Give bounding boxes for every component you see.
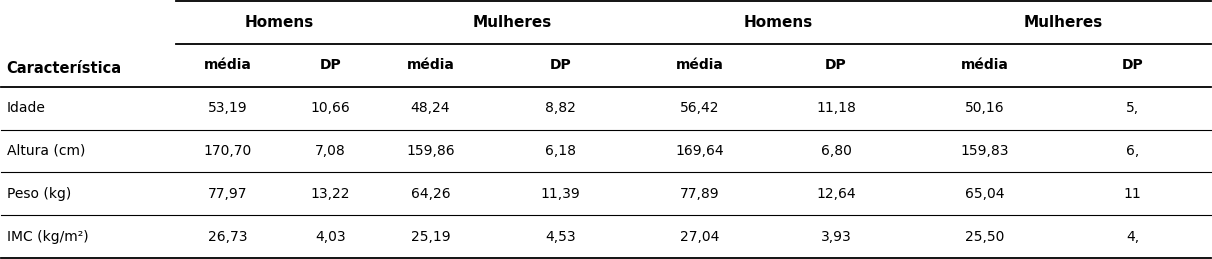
Text: média: média	[406, 58, 454, 72]
Text: 26,73: 26,73	[208, 230, 247, 244]
Text: 27,04: 27,04	[680, 230, 720, 244]
Text: 25,19: 25,19	[411, 230, 451, 244]
Text: Altura (cm): Altura (cm)	[7, 144, 85, 158]
Text: Homens: Homens	[245, 15, 314, 30]
Text: 12,64: 12,64	[816, 187, 856, 201]
Text: 4,03: 4,03	[315, 230, 345, 244]
Text: 65,04: 65,04	[965, 187, 1004, 201]
Text: 53,19: 53,19	[208, 101, 247, 115]
Text: 170,70: 170,70	[204, 144, 252, 158]
Text: 6,: 6,	[1126, 144, 1139, 158]
Text: DP: DP	[825, 58, 847, 72]
Text: média: média	[676, 58, 724, 72]
Text: 6,18: 6,18	[545, 144, 576, 158]
Text: 13,22: 13,22	[310, 187, 350, 201]
Text: 8,82: 8,82	[545, 101, 576, 115]
Text: Mulheres: Mulheres	[473, 15, 551, 30]
Text: 50,16: 50,16	[965, 101, 1004, 115]
Text: Característica: Característica	[7, 61, 122, 76]
Text: 11,18: 11,18	[816, 101, 856, 115]
Text: 7,08: 7,08	[315, 144, 345, 158]
Text: 48,24: 48,24	[411, 101, 450, 115]
Text: DP: DP	[1122, 58, 1143, 72]
Text: DP: DP	[550, 58, 572, 72]
Text: média: média	[204, 58, 252, 72]
Text: 77,89: 77,89	[680, 187, 720, 201]
Text: 159,83: 159,83	[960, 144, 1008, 158]
Text: 10,66: 10,66	[310, 101, 350, 115]
Text: Mulheres: Mulheres	[1023, 15, 1103, 30]
Text: 3,93: 3,93	[821, 230, 851, 244]
Text: 169,64: 169,64	[675, 144, 724, 158]
Text: Peso (kg): Peso (kg)	[7, 187, 72, 201]
Text: 6,80: 6,80	[821, 144, 852, 158]
Text: média: média	[960, 58, 1008, 72]
Text: Idade: Idade	[7, 101, 46, 115]
Text: 56,42: 56,42	[680, 101, 720, 115]
Text: 159,86: 159,86	[406, 144, 454, 158]
Text: 11,39: 11,39	[541, 187, 581, 201]
Text: 25,50: 25,50	[965, 230, 1004, 244]
Text: DP: DP	[320, 58, 342, 72]
Text: 4,53: 4,53	[545, 230, 576, 244]
Text: 4,: 4,	[1126, 230, 1139, 244]
Text: Homens: Homens	[744, 15, 813, 30]
Text: 64,26: 64,26	[411, 187, 451, 201]
Text: 77,97: 77,97	[208, 187, 247, 201]
Text: IMC (kg/m²): IMC (kg/m²)	[7, 230, 88, 244]
Text: 11: 11	[1124, 187, 1142, 201]
Text: 5,: 5,	[1126, 101, 1139, 115]
